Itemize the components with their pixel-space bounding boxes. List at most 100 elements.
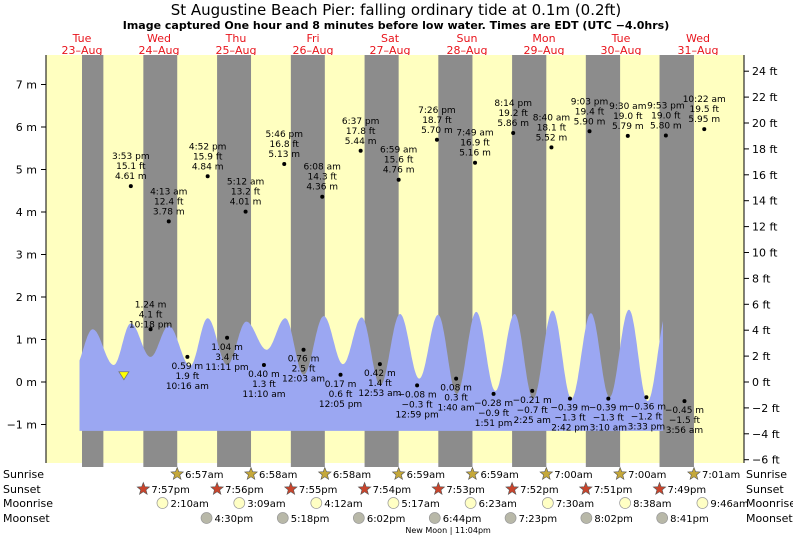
peak-time: 7:49 am bbox=[456, 129, 493, 139]
sunrise-star-icon bbox=[391, 466, 406, 480]
moonrise-moon-icon bbox=[156, 497, 169, 509]
right-tick-label: 20 ft bbox=[752, 117, 778, 130]
peak-time: 3:53 pm bbox=[112, 152, 150, 162]
moonrise-time: 6:23am bbox=[479, 499, 517, 510]
sunrise-star-icon bbox=[317, 466, 332, 480]
sunset-star-icon bbox=[431, 481, 446, 495]
sunrise-star-icon bbox=[465, 466, 480, 480]
current-tide-triangle bbox=[118, 371, 130, 381]
day-label-dow: Wed bbox=[147, 32, 171, 45]
sunset-time: 7:53pm bbox=[446, 485, 485, 496]
right-tick-label: −6 ft bbox=[752, 454, 780, 467]
sunset-star-icon bbox=[578, 481, 593, 495]
left-tick-label: −1 m bbox=[7, 419, 37, 432]
peak-time: 8:14 pm bbox=[494, 99, 532, 109]
trough-time: 12:05 pm bbox=[319, 400, 362, 410]
left-tick-label: 0 m bbox=[16, 376, 37, 389]
sunrise-time: 6:58am bbox=[259, 470, 297, 481]
left-tick-label: 3 m bbox=[16, 249, 37, 262]
tide-extreme-point bbox=[338, 372, 343, 377]
right-tick-label: 0 ft bbox=[752, 376, 771, 389]
moonrise-moon-icon bbox=[387, 497, 400, 509]
tide-extreme-point bbox=[261, 363, 266, 367]
tide-extreme-point bbox=[358, 148, 363, 153]
day-label-dow: Sat bbox=[381, 32, 400, 45]
sunset-star-icon bbox=[505, 481, 520, 495]
sunrise-star-icon bbox=[687, 466, 701, 480]
tide-extreme-point bbox=[320, 194, 325, 199]
tide-extreme-point bbox=[415, 383, 420, 388]
right-tick-label: 12 ft bbox=[752, 221, 778, 234]
trough-ft: 4.1 ft bbox=[139, 310, 163, 320]
tide-extreme-point bbox=[606, 396, 611, 401]
trough-ft: −0.7 ft bbox=[517, 406, 549, 416]
trough-time: 2:25 am bbox=[514, 416, 551, 426]
peak-ft: 19.0 ft bbox=[651, 112, 681, 122]
day-label-dow: Fri bbox=[306, 32, 319, 45]
axes: 7 m 6 m 5 m 4 m 3 m 2 m 1 m 0 m −1 m 24 ft 22 ft 20… bbox=[7, 55, 780, 467]
tide-extreme-point bbox=[549, 145, 554, 150]
peak-ft: 16.9 ft bbox=[460, 139, 490, 149]
peak-time: 10:22 am bbox=[683, 95, 726, 105]
trough-m: −0.21 m bbox=[513, 396, 552, 406]
trough-m: −0.39 m bbox=[589, 404, 628, 414]
moonset-row-label-left: Moonset bbox=[3, 512, 50, 525]
peak-time: 6:37 pm bbox=[342, 117, 380, 127]
trough-ft: −1.3 ft bbox=[554, 414, 586, 424]
moonset-moon-icon bbox=[656, 512, 669, 524]
moonrise-moon-icon bbox=[464, 497, 477, 509]
moonrise-moon-icon bbox=[233, 497, 246, 509]
trough-time: 11:11 pm bbox=[205, 363, 248, 373]
night-band bbox=[659, 55, 694, 467]
sunrise-time: 6:59am bbox=[407, 470, 445, 481]
trough-time: 12:59 pm bbox=[395, 410, 438, 420]
peak-m: 4.01 m bbox=[230, 198, 262, 208]
peak-time: 8:40 am bbox=[533, 113, 570, 123]
sunrise-time: 6:58am bbox=[333, 470, 371, 481]
moonset-moon-icon bbox=[580, 512, 593, 524]
tide-extreme-point bbox=[377, 362, 382, 367]
right-tick-label: 18 ft bbox=[752, 143, 778, 156]
chart-title: St Augustine Beach Pier: falling ordinar… bbox=[171, 1, 622, 19]
peak-m: 5.95 m bbox=[688, 115, 720, 125]
moonrise-time: 3:09am bbox=[247, 499, 285, 510]
trough-time: 12:53 am bbox=[358, 389, 401, 399]
moonset-moon-icon bbox=[428, 512, 441, 524]
trough-m: −0.39 m bbox=[550, 404, 589, 414]
sunset-star-icon bbox=[136, 481, 151, 495]
trough-m: 1.04 m bbox=[211, 343, 243, 353]
moonrise-time: 2:10am bbox=[170, 499, 208, 510]
tide-extreme-point bbox=[205, 174, 210, 179]
tide-extreme-point bbox=[491, 391, 496, 396]
sunrise-star-icon bbox=[244, 466, 258, 480]
sunset-star-icon bbox=[210, 481, 225, 495]
moonset-time: 6:02pm bbox=[367, 514, 406, 525]
day-label-date: 26–Aug bbox=[293, 44, 334, 57]
day-label-dow: Mon bbox=[532, 32, 555, 45]
sunset-time: 7:55pm bbox=[299, 485, 338, 496]
peak-time: 5:46 pm bbox=[265, 130, 303, 140]
moonrise-time: 9:46am bbox=[710, 499, 748, 510]
left-tick-label: 5 m bbox=[16, 164, 37, 177]
day-label-date: 24–Aug bbox=[139, 44, 180, 57]
current-tide-marker bbox=[118, 371, 130, 381]
tide-extreme-point bbox=[530, 388, 535, 393]
tide-extreme-point bbox=[282, 161, 287, 166]
moonset-row-label-right: Moonset bbox=[746, 512, 793, 525]
peak-ft: 19.0 ft bbox=[613, 112, 643, 122]
peak-ft: 17.8 ft bbox=[346, 127, 376, 137]
sunrise-time: 6:59am bbox=[480, 470, 518, 481]
right-tick-label: 10 ft bbox=[752, 247, 778, 260]
moonrise-time: 4:12am bbox=[324, 499, 362, 510]
sunrise-time: 7:00am bbox=[628, 470, 666, 481]
moonset-moon-icon bbox=[504, 512, 517, 524]
tide-extreme-point bbox=[511, 130, 516, 135]
peak-time: 6:08 am bbox=[304, 163, 341, 173]
tide-extreme-point bbox=[434, 137, 439, 142]
peak-ft: 19.4 ft bbox=[575, 107, 605, 117]
peak-ft: 16.8 ft bbox=[270, 140, 300, 150]
trough-ft: 1.3 ft bbox=[252, 380, 276, 390]
peak-ft: 19.2 ft bbox=[498, 109, 528, 119]
left-tick-label: 2 m bbox=[16, 291, 37, 304]
